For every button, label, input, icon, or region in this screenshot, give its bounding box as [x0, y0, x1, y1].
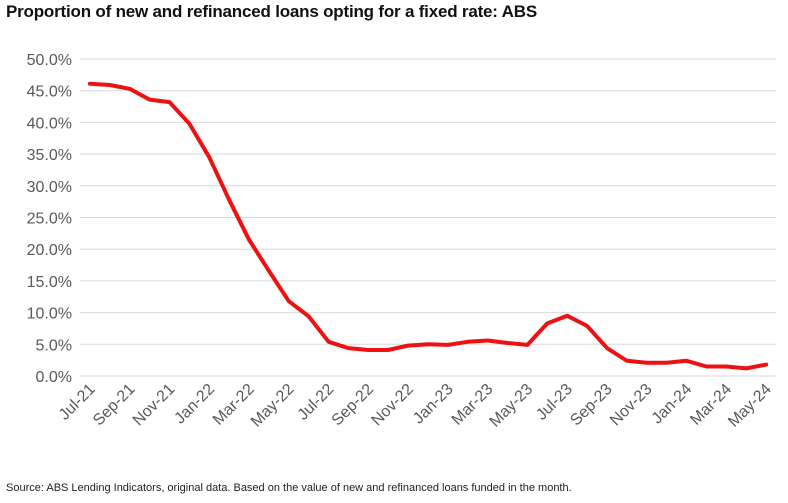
- y-tick-label: 15.0%: [27, 274, 72, 291]
- x-tick-label: Jan-24: [649, 381, 696, 428]
- line-chart: 0.0% 5.0% 10.0% 15.0% 20.0% 25.0% 30.0% 35.0% 40…: [27, 52, 776, 431]
- y-tick-label: 30.0%: [27, 179, 72, 196]
- x-tick-label: May-23: [487, 381, 537, 431]
- x-tick-label: May-22: [248, 381, 298, 431]
- x-tick-label: Sep-21: [90, 381, 139, 430]
- y-tick-label: 50.0%: [27, 52, 72, 69]
- y-tick-label: 5.0%: [36, 337, 72, 354]
- y-tick-label: 40.0%: [27, 115, 72, 132]
- gridlines: [80, 58, 776, 345]
- x-tick-label: Nov-23: [607, 381, 656, 430]
- x-tick-label: May-24: [725, 381, 775, 431]
- y-tick-label: 45.0%: [27, 84, 72, 101]
- x-tick-label: Sep-23: [567, 381, 616, 430]
- y-tick-label: 0.0%: [36, 369, 72, 386]
- source-note: Source: ABS Lending Indicators, original…: [6, 482, 572, 494]
- y-tick-label: 35.0%: [27, 147, 72, 164]
- y-tick-label: 25.0%: [27, 211, 72, 228]
- x-tick-label: Jan-22: [171, 381, 218, 428]
- x-tick-label: Nov-21: [130, 381, 179, 430]
- y-tick-label: 10.0%: [27, 306, 72, 323]
- x-tick-label: Sep-22: [329, 381, 378, 430]
- series-line-fixed-rate-proportion: [87, 81, 769, 371]
- y-tick-label: 20.0%: [27, 242, 72, 259]
- chart-title: Proportion of new and refinanced loans o…: [6, 2, 537, 21]
- x-tick-label: Nov-22: [368, 381, 417, 430]
- y-axis-tick-labels: 0.0% 5.0% 10.0% 15.0% 20.0% 25.0% 30.0% 35.0% 40…: [27, 52, 72, 386]
- x-axis-tick-labels: Jul-21Sep-21Nov-21Jan-22Mar-22May-22Jul-…: [56, 381, 775, 431]
- x-tick-label: Jan-23: [410, 381, 457, 428]
